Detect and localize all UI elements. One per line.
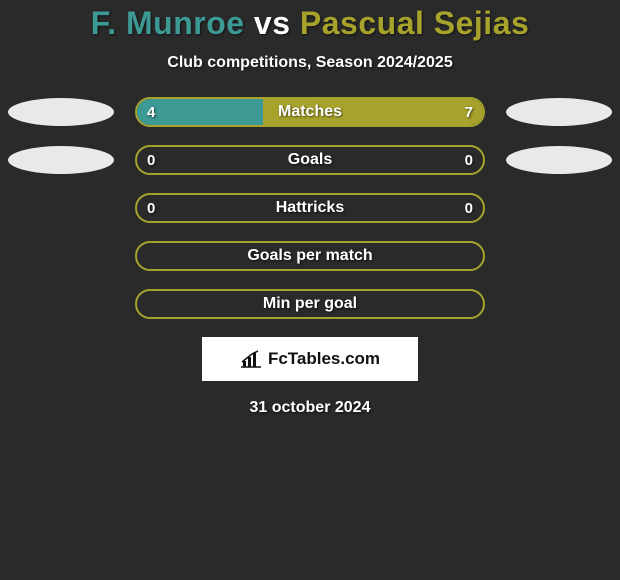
stat-row: Goals per match [0, 241, 620, 271]
stat-bar-right-segment [310, 291, 483, 317]
vs-text: vs [254, 5, 291, 41]
stat-bar: Min per goal [135, 289, 485, 319]
stat-row: 47Matches [0, 97, 620, 127]
stat-bar-right-segment: 0 [310, 147, 483, 173]
subtitle: Club competitions, Season 2024/2025 [167, 54, 452, 72]
stat-bar: 47Matches [135, 97, 485, 127]
player-b-name: Pascual Sejias [300, 5, 529, 41]
form-ellipse-right [506, 146, 612, 174]
stat-bar: 00Goals [135, 145, 485, 175]
stat-bar: 00Hattricks [135, 193, 485, 223]
form-ellipse-right [506, 98, 612, 126]
stat-row: 00Hattricks [0, 193, 620, 223]
form-ellipse-left [8, 146, 114, 174]
stat-bar-left-segment: 0 [137, 195, 310, 221]
stat-value-left: 4 [137, 104, 165, 121]
stat-value-right: 0 [455, 200, 483, 217]
page-title: F. Munroe vs Pascual Sejias [91, 5, 530, 42]
stat-bar-right-segment [310, 243, 483, 269]
stat-bar-left-segment [137, 291, 310, 317]
stat-rows: 47Matches00Goals00HattricksGoals per mat… [0, 97, 620, 319]
stat-value-left: 0 [137, 200, 165, 217]
stat-value-right: 0 [455, 152, 483, 169]
stat-value-left: 0 [137, 152, 165, 169]
stat-bar: Goals per match [135, 241, 485, 271]
date-text: 31 october 2024 [250, 399, 371, 417]
stat-bar-right-segment: 7 [263, 99, 483, 125]
stat-bar-left-segment: 0 [137, 147, 310, 173]
badge-text: FcTables.com [268, 349, 380, 369]
stat-bar-right-segment: 0 [310, 195, 483, 221]
stat-row: Min per goal [0, 289, 620, 319]
stat-row: 00Goals [0, 145, 620, 175]
bar-chart-icon [240, 350, 262, 368]
stat-bar-left-segment [137, 243, 310, 269]
player-a-name: F. Munroe [91, 5, 245, 41]
stat-bar-left-segment: 4 [137, 99, 263, 125]
stat-value-right: 7 [455, 104, 483, 121]
comparison-infographic: F. Munroe vs Pascual Sejias Club competi… [0, 0, 620, 417]
source-badge: FcTables.com [202, 337, 418, 381]
form-ellipse-left [8, 98, 114, 126]
